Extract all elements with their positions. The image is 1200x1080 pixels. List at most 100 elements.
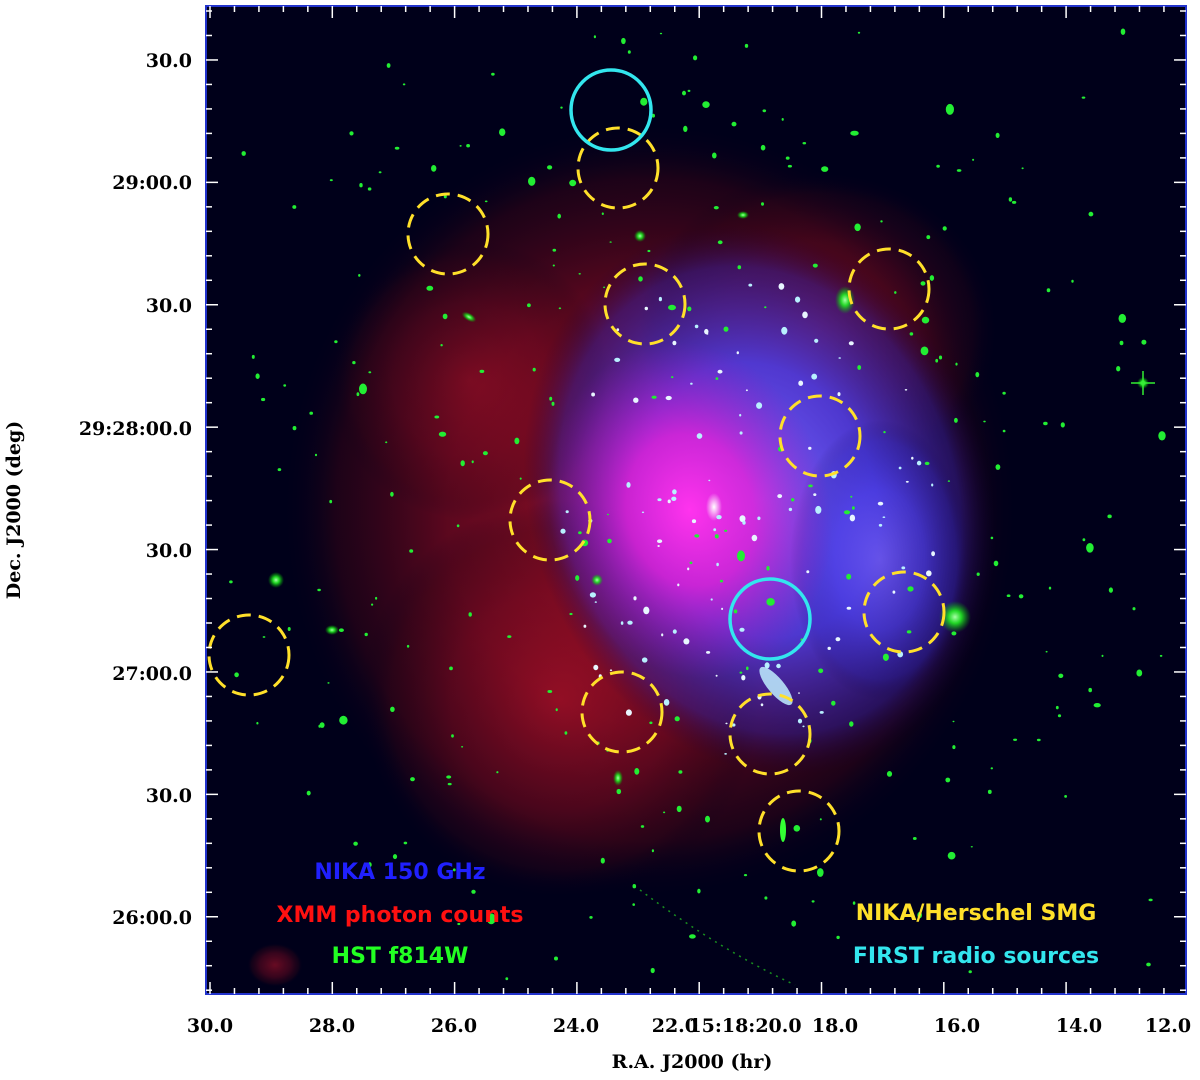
cluster-member [760, 703, 764, 707]
hst-source [519, 477, 522, 480]
cluster-member [658, 296, 663, 302]
y-tick-label: 30.0 [146, 785, 192, 807]
cluster-member [901, 566, 906, 570]
cluster-member [795, 296, 801, 303]
hst-source [634, 768, 640, 775]
hst-source [942, 226, 947, 231]
cluster-member [813, 493, 817, 496]
hst-source [882, 653, 889, 661]
hst-source [359, 183, 363, 188]
hst-source [456, 524, 460, 528]
cluster-member [931, 483, 934, 487]
hst-source [995, 132, 1000, 138]
hst-source [557, 213, 561, 219]
hst-source [234, 672, 239, 678]
hst-source [714, 534, 719, 539]
cluster-member [594, 601, 597, 603]
hst-source [694, 534, 700, 538]
hst-source [569, 612, 573, 616]
hst-source [880, 220, 883, 223]
hst-source [812, 263, 818, 268]
hst-source [850, 495, 853, 498]
hst-source [471, 460, 474, 464]
hst-source [589, 916, 593, 919]
hst-source [329, 179, 333, 182]
hst-source [549, 396, 553, 401]
x-tick-label: 12.0 [1145, 1015, 1191, 1037]
cluster-member [667, 499, 671, 504]
cluster-member [837, 392, 841, 397]
hst-source [1159, 654, 1163, 657]
cluster-member [751, 534, 758, 542]
hst-source [975, 372, 980, 378]
cluster-member [778, 283, 785, 290]
hst-source [603, 286, 606, 289]
hst-source [1002, 429, 1006, 433]
cluster-member [904, 389, 908, 391]
hst-source [390, 706, 395, 712]
x-axis-title: R.A. J2000 (hr) [612, 1051, 773, 1073]
hst-source [251, 354, 255, 359]
cluster-member [715, 674, 718, 677]
hst-source [906, 630, 912, 634]
hst-source [547, 165, 553, 170]
cluster-member [633, 397, 639, 403]
hst-source [486, 913, 496, 925]
hst-source [921, 316, 930, 324]
smg-circle [778, 394, 862, 478]
hst-source [659, 32, 663, 35]
x-tick-label: 22.0 [652, 1015, 698, 1037]
hst-source [1008, 197, 1013, 202]
cluster-member [614, 357, 621, 362]
hst-source [1055, 705, 1059, 710]
hst-source [1021, 167, 1024, 170]
hst-source [505, 977, 509, 981]
hst-source [1158, 431, 1166, 441]
hst-source [737, 265, 742, 270]
legend-hst: HST f814W [332, 944, 469, 969]
hst-source [426, 285, 434, 291]
hst-source [668, 304, 676, 311]
hst-source [1088, 687, 1092, 693]
cluster-member [589, 592, 597, 598]
hst-source [352, 361, 356, 365]
cluster-member [926, 570, 932, 577]
hst-source [390, 491, 394, 497]
hst-source [410, 777, 415, 782]
cluster-member [690, 382, 693, 385]
hst-source [731, 121, 737, 127]
hst-source [364, 632, 368, 637]
cluster-member [776, 663, 781, 669]
hst-source [678, 770, 683, 774]
hst-source [846, 573, 852, 580]
hst-source [968, 970, 972, 974]
hst-source [849, 721, 854, 727]
hst-source [375, 596, 378, 600]
hst-source [924, 461, 930, 466]
cluster-member [877, 501, 884, 506]
cluster-member [781, 326, 788, 335]
hst-source [547, 690, 553, 693]
hst-source [368, 371, 372, 374]
hst-source [912, 837, 917, 840]
hst-source [1118, 313, 1127, 323]
hst-source [578, 531, 582, 535]
cluster-member [814, 338, 819, 343]
hst-source [945, 103, 955, 115]
hst-source [442, 313, 448, 320]
hst-source [491, 72, 495, 76]
hst-source [793, 825, 801, 832]
hst-source [256, 721, 259, 725]
hst-source [482, 451, 488, 456]
cluster-member [741, 675, 746, 681]
cluster-member [905, 480, 909, 483]
x-tick-labels: 30.0 28.0 26.0 24.0 22.0 15:18:20.0 18.0… [187, 1015, 1191, 1037]
y-tick-label: 26:00.0 [112, 907, 192, 929]
hst-source [292, 426, 297, 431]
hst-source [385, 441, 388, 444]
cluster-member [716, 562, 719, 567]
hst-source [693, 55, 698, 61]
hst-source [762, 109, 767, 113]
cluster-member [797, 718, 803, 724]
first-markers [569, 68, 812, 661]
